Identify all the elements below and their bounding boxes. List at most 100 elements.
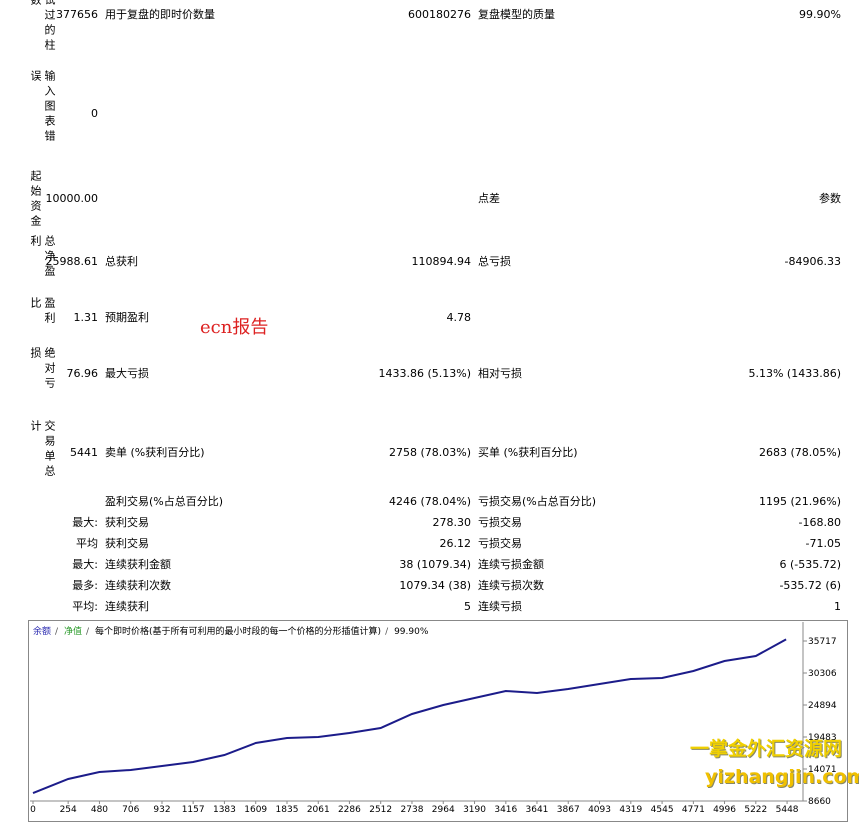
x-tick-label: 2061 <box>307 805 330 815</box>
stat-value: 26.12 <box>439 537 472 550</box>
x-tick-label: 4996 <box>713 805 736 815</box>
watermark: yizhangjin.com <box>705 766 859 788</box>
y-tick-label: 35717 <box>808 637 837 647</box>
stat-value: -71.05 <box>805 537 841 550</box>
x-tick-label: 5448 <box>776 805 799 815</box>
row-prefix: 最多: <box>72 579 98 592</box>
stat-name: 连续获利金额 <box>105 558 171 571</box>
chart-frame <box>28 620 848 822</box>
row-value: 0 <box>91 107 98 120</box>
stat-value: 5 <box>464 600 471 613</box>
legend-sep: / <box>86 627 90 637</box>
stat-name: 连续获利 <box>105 600 149 613</box>
legend-sep: / <box>385 627 389 637</box>
legend-item: 净值 <box>64 625 82 637</box>
stat-name: 获利交易 <box>105 537 149 550</box>
row-label: 盈利比 <box>29 297 56 327</box>
stat-name: 获利交易 <box>105 516 149 529</box>
stat-name: 用于复盘的即时价数量 <box>105 8 215 21</box>
row-value: 377656 <box>56 8 98 21</box>
equity-line <box>32 638 787 795</box>
x-tick-label: 4771 <box>682 805 705 815</box>
stat-value: 参数 <box>819 192 841 205</box>
stat-name: 点差 <box>478 192 500 205</box>
row-value: 25988.61 <box>45 255 99 268</box>
row-prefix: 最大: <box>72 558 98 571</box>
y-tick-label: 14071 <box>808 765 837 775</box>
legend-sep: / <box>55 627 59 637</box>
x-tick-label: 2738 <box>401 805 424 815</box>
row-label: 绝对亏损 <box>29 347 56 392</box>
stat-value: 4246 (78.04%) <box>388 495 471 508</box>
row-prefix: 最大: <box>72 516 98 529</box>
stat-name: 卖单 (%获利百分比) <box>105 446 205 459</box>
stat-name: 相对亏损 <box>478 367 522 380</box>
stat-value: 1 <box>834 600 841 613</box>
row-value: 5441 <box>70 446 98 459</box>
stat-value: 278.30 <box>432 516 472 529</box>
y-tick-label: 19483 <box>808 733 837 743</box>
stat-name: 买单 (%获利百分比) <box>478 446 578 459</box>
stat-name: 亏损交易 <box>478 516 522 529</box>
watermark: ecn报告 <box>200 317 269 338</box>
stat-name: 连续亏损 <box>478 600 522 613</box>
row-prefix: 平均: <box>72 600 98 613</box>
stat-name: 总亏损 <box>478 255 511 268</box>
y-tick-label: 8660 <box>808 797 831 807</box>
stat-name: 最大亏损 <box>105 367 149 380</box>
x-tick-label: 3867 <box>557 805 580 815</box>
x-tick-label: 4093 <box>588 805 611 815</box>
y-tick-label: 30306 <box>808 669 837 679</box>
y-tick-label: 24894 <box>808 701 837 711</box>
legend-item: 99.90% <box>394 627 429 637</box>
x-tick-label: 1383 <box>213 805 236 815</box>
stat-value: 6 (-535.72) <box>779 558 841 571</box>
stat-name: 亏损交易(%占总百分比) <box>478 495 597 508</box>
stat-value: 1079.34 (38) <box>399 579 471 592</box>
stat-value: -535.72 (6) <box>779 579 841 592</box>
x-tick-label: 706 <box>122 805 139 815</box>
stat-name: 连续亏损次数 <box>478 579 544 592</box>
x-tick-label: 1609 <box>244 805 267 815</box>
stat-value: -84906.33 <box>784 255 841 268</box>
row-label: 起始资金 <box>29 170 42 230</box>
stat-value: 1195 (21.96%) <box>758 495 841 508</box>
stat-value: 1433.86 (5.13%) <box>378 367 471 380</box>
x-tick-label: 2286 <box>338 805 361 815</box>
x-tick-label: 1157 <box>182 805 205 815</box>
stat-value: 38 (1079.34) <box>399 558 471 571</box>
x-tick-label: 3641 <box>526 805 549 815</box>
row-prefix: 平均 <box>76 537 98 550</box>
x-tick-label: 2964 <box>432 805 455 815</box>
row-label: 输入图表错误 <box>29 70 56 145</box>
stat-value: 99.90% <box>799 8 841 21</box>
stat-value: 600180276 <box>408 8 471 21</box>
row-label: 总净盈利 <box>29 235 56 280</box>
stat-value: 5.13% (1433.86) <box>748 367 841 380</box>
stat-name: 复盘模型的质量 <box>478 8 555 21</box>
stat-value: 2758 (78.03%) <box>388 446 471 459</box>
row-label: 交易单总计 <box>29 420 56 480</box>
stat-value: 2683 (78.05%) <box>758 446 841 459</box>
x-tick-label: 2512 <box>369 805 392 815</box>
x-tick-label: 254 <box>60 805 77 815</box>
x-tick-label: 4545 <box>651 805 674 815</box>
stat-name: 连续获利次数 <box>105 579 171 592</box>
legend-item: 每个即时价格(基于所有可利用的最小时段的每一个价格的分形插值计算) <box>95 625 381 637</box>
watermark: 一掌金外汇资源网 <box>690 738 843 760</box>
row-value: 10000.00 <box>45 192 99 205</box>
row-value: 76.96 <box>66 367 99 380</box>
x-tick-label: 480 <box>91 805 108 815</box>
x-tick-label: 5222 <box>744 805 767 815</box>
row-label: 试过的柱数 <box>29 0 56 54</box>
stat-value: 4.78 <box>446 311 472 324</box>
x-tick-label: 932 <box>153 805 170 815</box>
stat-name: 总获利 <box>105 255 138 268</box>
x-tick-label: 1835 <box>276 805 299 815</box>
stat-name: 预期盈利 <box>105 311 149 324</box>
x-tick-label: 0 <box>30 805 36 815</box>
stat-value: 110894.94 <box>411 255 472 268</box>
x-tick-label: 4319 <box>619 805 642 815</box>
